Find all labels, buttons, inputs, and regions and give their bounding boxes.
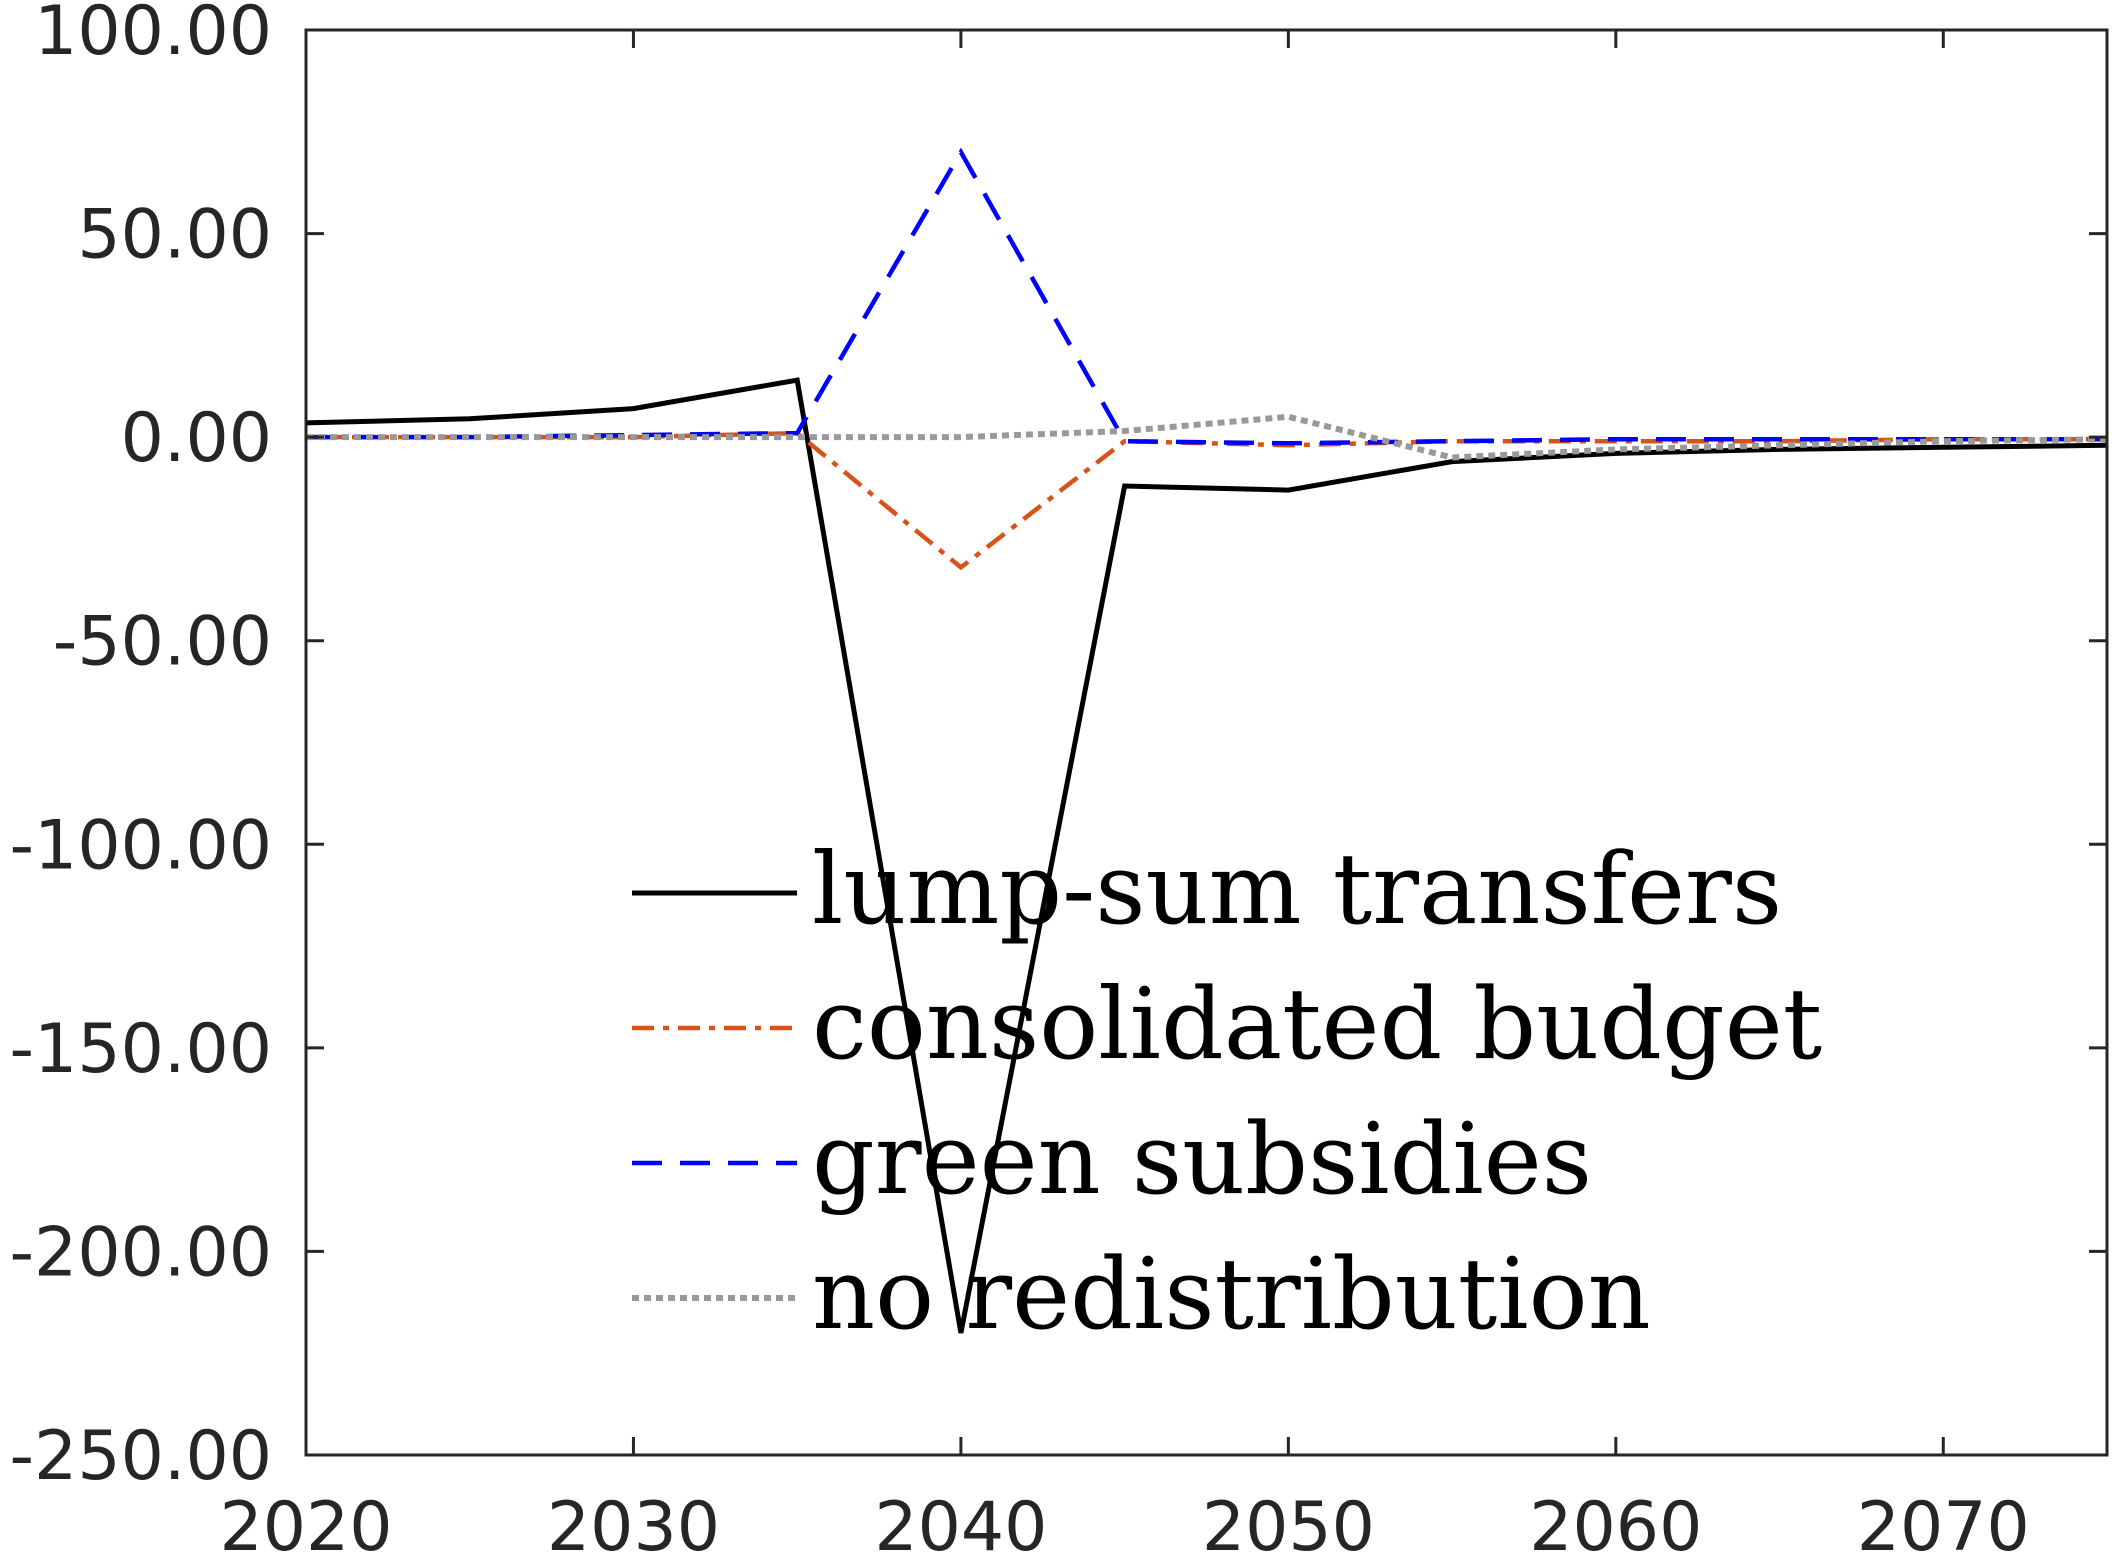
legend-label: consolidated budget [812, 968, 1822, 1082]
series-line-1 [306, 430, 2107, 571]
y-tick-label: 50.00 [77, 196, 272, 275]
y-tick-label: -250.00 [10, 1417, 272, 1496]
y-tick-label: 0.00 [121, 399, 272, 478]
x-tick-label: 2020 [219, 1488, 392, 1554]
y-tick-label: 100.00 [34, 0, 272, 71]
series-line-3 [306, 413, 2107, 461]
plot-frame [304, 28, 2109, 1457]
x-tick-label: 2050 [1202, 1488, 1375, 1554]
series-layer [306, 147, 2107, 1334]
x-tick-label: 2040 [874, 1488, 1047, 1554]
series-line-0 [306, 377, 2107, 1334]
y-tick-label: -200.00 [10, 1213, 272, 1292]
y-tick-label: -50.00 [53, 603, 272, 682]
y-tick-label: -150.00 [10, 1010, 272, 1089]
series-line-2 [306, 147, 2107, 446]
axes: 2020 2030 2040 2050 2060 2070 100.00 50.00 0.00 -… [10, 0, 2109, 1554]
y-tick-label: -100.00 [10, 806, 272, 885]
legend-label: no redistribution [812, 1238, 1651, 1352]
x-tick-label: 2030 [547, 1488, 720, 1554]
x-tick-label: 2070 [1857, 1488, 2030, 1554]
x-tick-label: 2060 [1529, 1488, 1702, 1554]
legend-label: green subsidies [812, 1103, 1592, 1217]
legend: lump-sum transfers consolidated budget gre… [632, 833, 1822, 1352]
legend-label: lump-sum transfers [812, 833, 1782, 947]
